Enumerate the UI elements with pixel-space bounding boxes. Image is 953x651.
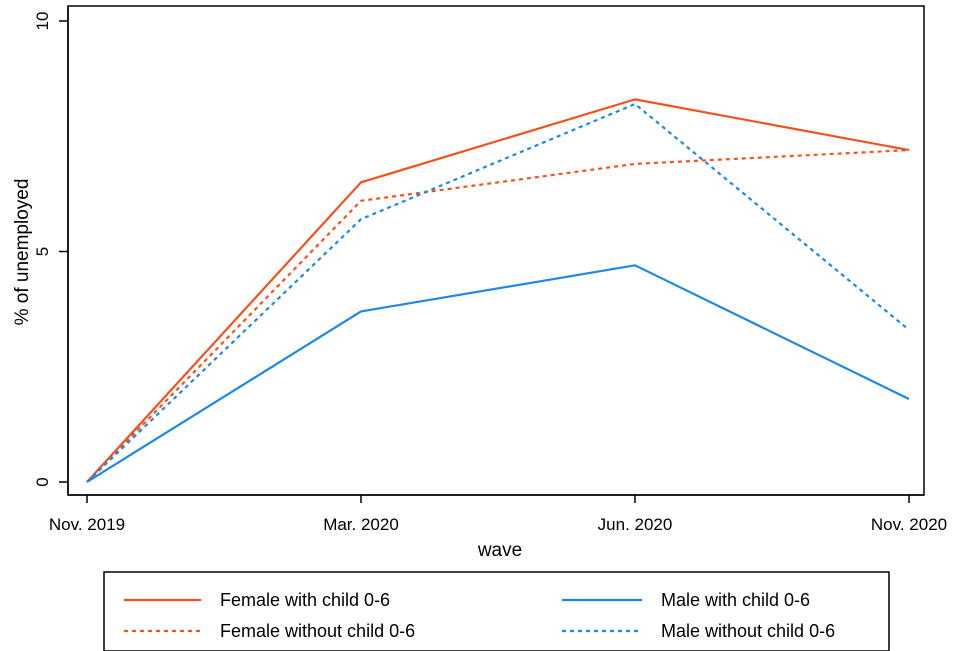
legend-label: Female without child 0-6 (220, 621, 415, 641)
x-axis-ticks: Nov. 2019 Mar. 2020 Jun. 2020 Nov. 2020 (49, 495, 947, 534)
legend-label: Female with child 0-6 (220, 590, 390, 610)
plot-area-frame (67, 5, 925, 496)
legend-item: Male without child 0-6 (562, 621, 835, 641)
legend-label: Male with child 0-6 (661, 590, 810, 610)
x-tick-label: Nov. 2019 (49, 515, 125, 534)
series-lines (86, 98, 910, 483)
series-line-1 (86, 148, 910, 483)
legend-item: Female with child 0-6 (124, 590, 390, 610)
y-tick-label: 10 (33, 12, 52, 31)
legend-box (103, 571, 890, 651)
y-tick-label: 5 (33, 247, 52, 256)
x-tick-label: Nov. 2020 (871, 515, 947, 534)
series-line-2 (86, 264, 910, 483)
y-tick-label: 0 (33, 477, 52, 486)
x-axis-title: wave (477, 540, 522, 561)
x-tick-label: Jun. 2020 (598, 515, 673, 534)
y-axis-ticks: 0 5 10 (33, 12, 68, 487)
series-line-0 (86, 98, 910, 483)
legend-item: Male with child 0-6 (562, 590, 810, 610)
y-axis-title: % of unemployed (12, 179, 33, 326)
legend-item: Female without child 0-6 (124, 621, 415, 641)
legend-label: Male without child 0-6 (661, 621, 835, 641)
x-tick-label: Mar. 2020 (323, 515, 399, 534)
series-line-3 (86, 102, 910, 483)
legend: Female with child 0-6 Female without chil… (124, 590, 835, 641)
